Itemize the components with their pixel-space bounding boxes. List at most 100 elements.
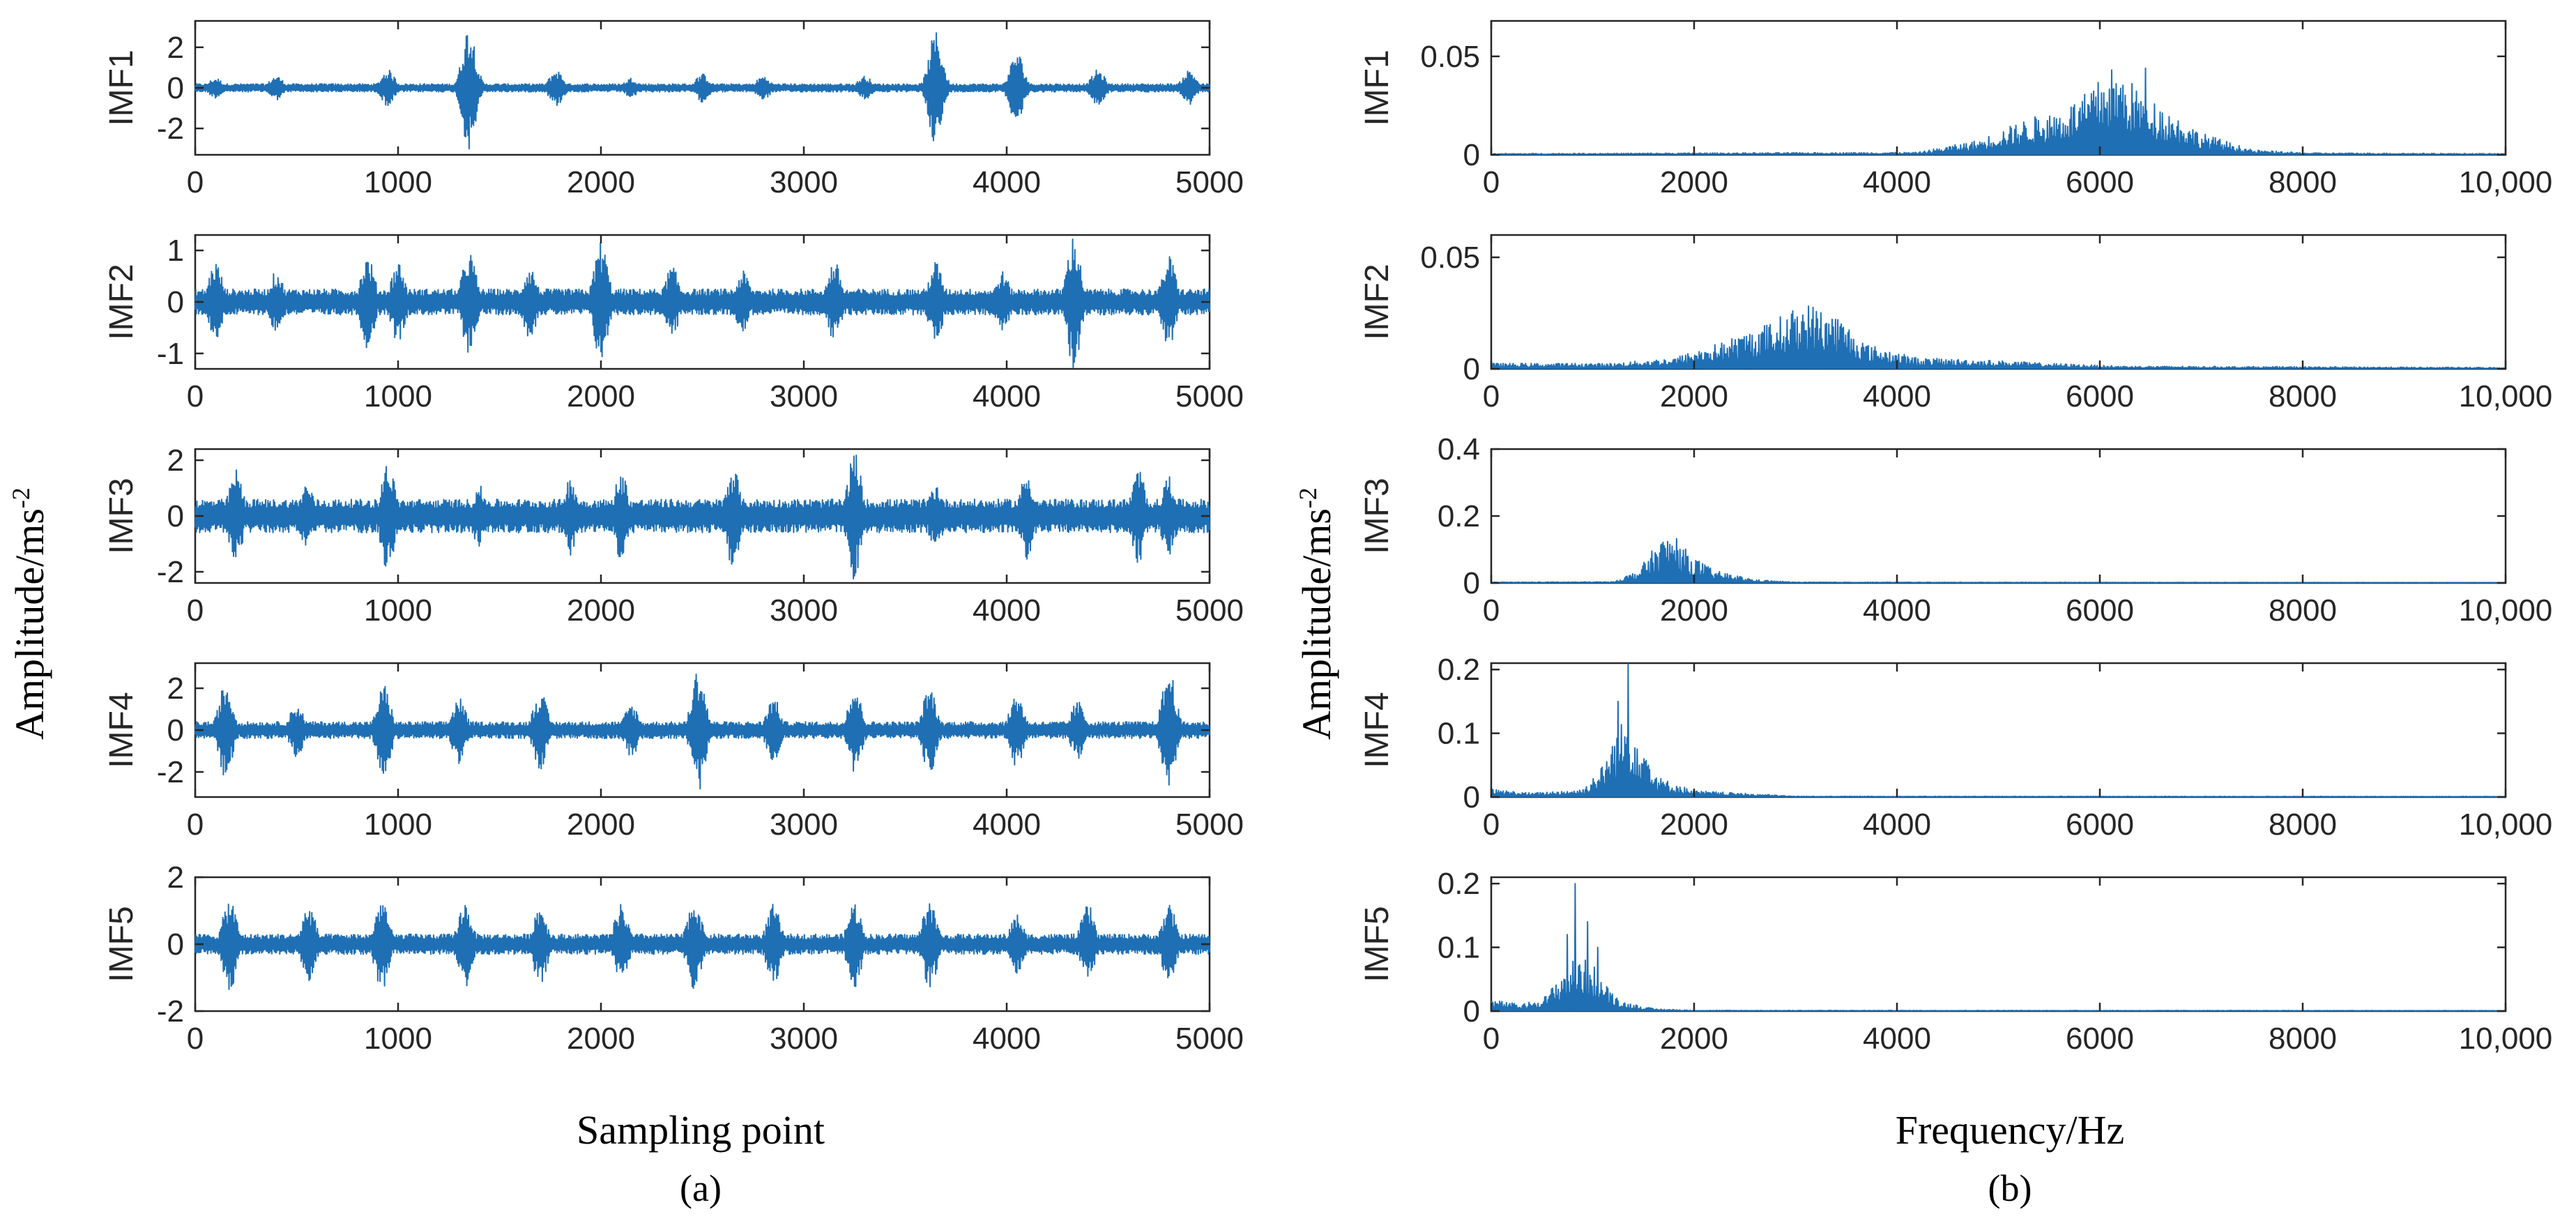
y-tick-label: 0: [167, 71, 184, 105]
y-tick-label: 0: [1463, 566, 1480, 600]
x-tick-label: 5000: [1175, 1022, 1244, 1056]
x-tick-label: 10,000: [2459, 807, 2553, 842]
x-tick-label: 2000: [567, 807, 635, 842]
y-tick-label: -1: [157, 337, 184, 371]
y-tick-label: 0.4: [1438, 432, 1480, 467]
left-xlabel: Sampling point: [577, 1107, 825, 1153]
subplot-ylabel: IMF5: [103, 906, 140, 982]
y-tick-label: 0.1: [1438, 931, 1480, 965]
y-tick-label: 1: [167, 234, 184, 268]
y-tick-label: 0.2: [1438, 499, 1480, 533]
x-tick-label: 2000: [567, 165, 635, 199]
x-tick-label: 0: [1483, 379, 1500, 414]
signal-trace: [195, 454, 1210, 579]
x-tick-label: 2000: [1660, 165, 1728, 199]
axes-frame: [1490, 876, 2507, 1013]
x-tick-label: 0: [1483, 165, 1500, 199]
y-tick-label: 0: [1463, 780, 1480, 814]
x-tick-label: 10,000: [2459, 1022, 2553, 1056]
subplot-ylabel: IMF3: [103, 478, 140, 554]
subplot-b-imf4: 0 2000 4000 6000 8000 10,000 0.2 0.1 0 IMF4: [1359, 653, 2552, 842]
x-tick-label: 1000: [364, 593, 432, 628]
subplot-ylabel: IMF2: [103, 264, 140, 340]
x-tick-label: 4000: [1863, 593, 1931, 628]
x-tick-label: 8000: [2269, 807, 2337, 842]
right-caption: (b): [1988, 1167, 2032, 1209]
y-tick-label: 2: [167, 443, 184, 478]
axes-frame: [1490, 20, 2507, 156]
x-tick-label: 4000: [973, 807, 1041, 842]
x-tick-label: 2000: [567, 593, 635, 628]
x-tick-label: 8000: [2269, 593, 2337, 628]
x-tick-label: 6000: [2066, 379, 2134, 414]
x-tick-label: 0: [1483, 807, 1500, 842]
x-tick-label: 5000: [1175, 379, 1244, 414]
subplot-b-imf3: 0 2000 4000 6000 8000 10,000 0.4 0.2 0 IMF3: [1359, 432, 2552, 628]
x-tick-label: 4000: [1863, 379, 1931, 414]
x-tick-label: 0: [1483, 1022, 1500, 1056]
signal-trace: [195, 903, 1210, 990]
x-tick-label: 10,000: [2459, 165, 2553, 199]
signal-trace: [1491, 67, 2506, 156]
x-tick-label: 4000: [973, 1022, 1041, 1056]
y-tick-label: 2: [167, 860, 184, 895]
subplot-ylabel: IMF4: [103, 692, 140, 768]
x-tick-label: 2000: [567, 379, 635, 414]
x-tick-label: 3000: [770, 379, 838, 414]
x-tick-label: 0: [187, 807, 204, 842]
axes-frame: [1490, 234, 2507, 370]
x-tick-label: 2000: [1660, 807, 1728, 842]
x-tick-label: 4000: [1863, 1022, 1931, 1056]
x-tick-label: 4000: [1863, 807, 1931, 842]
x-tick-label: 3000: [770, 593, 838, 628]
signal-trace: [1491, 305, 2506, 370]
y-tick-label: 0: [167, 927, 184, 962]
right-ylabel: Amplitude/ms-2: [1294, 487, 1339, 740]
x-tick-label: 2000: [1660, 593, 1728, 628]
x-tick-label: 2000: [567, 1022, 635, 1056]
x-tick-label: 6000: [2066, 593, 2134, 628]
x-tick-label: 3000: [770, 807, 838, 842]
x-tick-label: 1000: [364, 165, 432, 199]
y-tick-label: 0.2: [1438, 653, 1480, 687]
x-tick-label: 10,000: [2459, 593, 2553, 628]
x-tick-label: 8000: [2269, 165, 2337, 199]
subplot-ylabel: IMF4: [1359, 692, 1396, 768]
y-tick-label: 2: [167, 31, 184, 65]
x-tick-label: 0: [187, 1022, 204, 1056]
subplot-ylabel: IMF3: [1359, 478, 1396, 554]
x-tick-label: 1000: [364, 807, 432, 842]
x-tick-label: 5000: [1175, 593, 1244, 628]
x-tick-label: 8000: [2269, 1022, 2337, 1056]
y-tick-label: 2: [167, 672, 184, 706]
x-tick-label: 1000: [364, 1022, 432, 1056]
y-tick-label: 0.1: [1438, 717, 1480, 751]
x-tick-label: 10,000: [2459, 379, 2553, 414]
signal-trace: [1491, 663, 2506, 798]
x-tick-label: 2000: [1660, 379, 1728, 414]
x-tick-label: 6000: [2066, 1022, 2134, 1056]
subplot-ylabel: IMF2: [1359, 264, 1396, 340]
subplot-b-imf1: 0 2000 4000 6000 8000 10,000 0.05 0 IMF1: [1359, 20, 2553, 199]
x-tick-label: 4000: [973, 379, 1041, 414]
left-ylabel: Amplitude/ms-2: [7, 487, 52, 740]
x-tick-label: 6000: [2066, 165, 2134, 199]
signal-trace: [195, 32, 1210, 150]
x-tick-label: 8000: [2269, 379, 2337, 414]
axes-frame: [1490, 662, 2507, 798]
left-caption: (a): [680, 1167, 722, 1209]
subplot-ylabel: IMF1: [103, 50, 140, 126]
x-tick-label: 0: [1483, 593, 1500, 628]
y-tick-label: -2: [157, 994, 184, 1029]
x-tick-label: 6000: [2066, 807, 2134, 842]
x-tick-label: 4000: [973, 165, 1041, 199]
subplot-ylabel: IMF5: [1359, 906, 1396, 982]
x-tick-label: 0: [187, 593, 204, 628]
signal-trace: [1491, 538, 2506, 584]
y-tick-label: 0: [1463, 994, 1480, 1029]
subplot-ylabel: IMF1: [1359, 50, 1396, 126]
